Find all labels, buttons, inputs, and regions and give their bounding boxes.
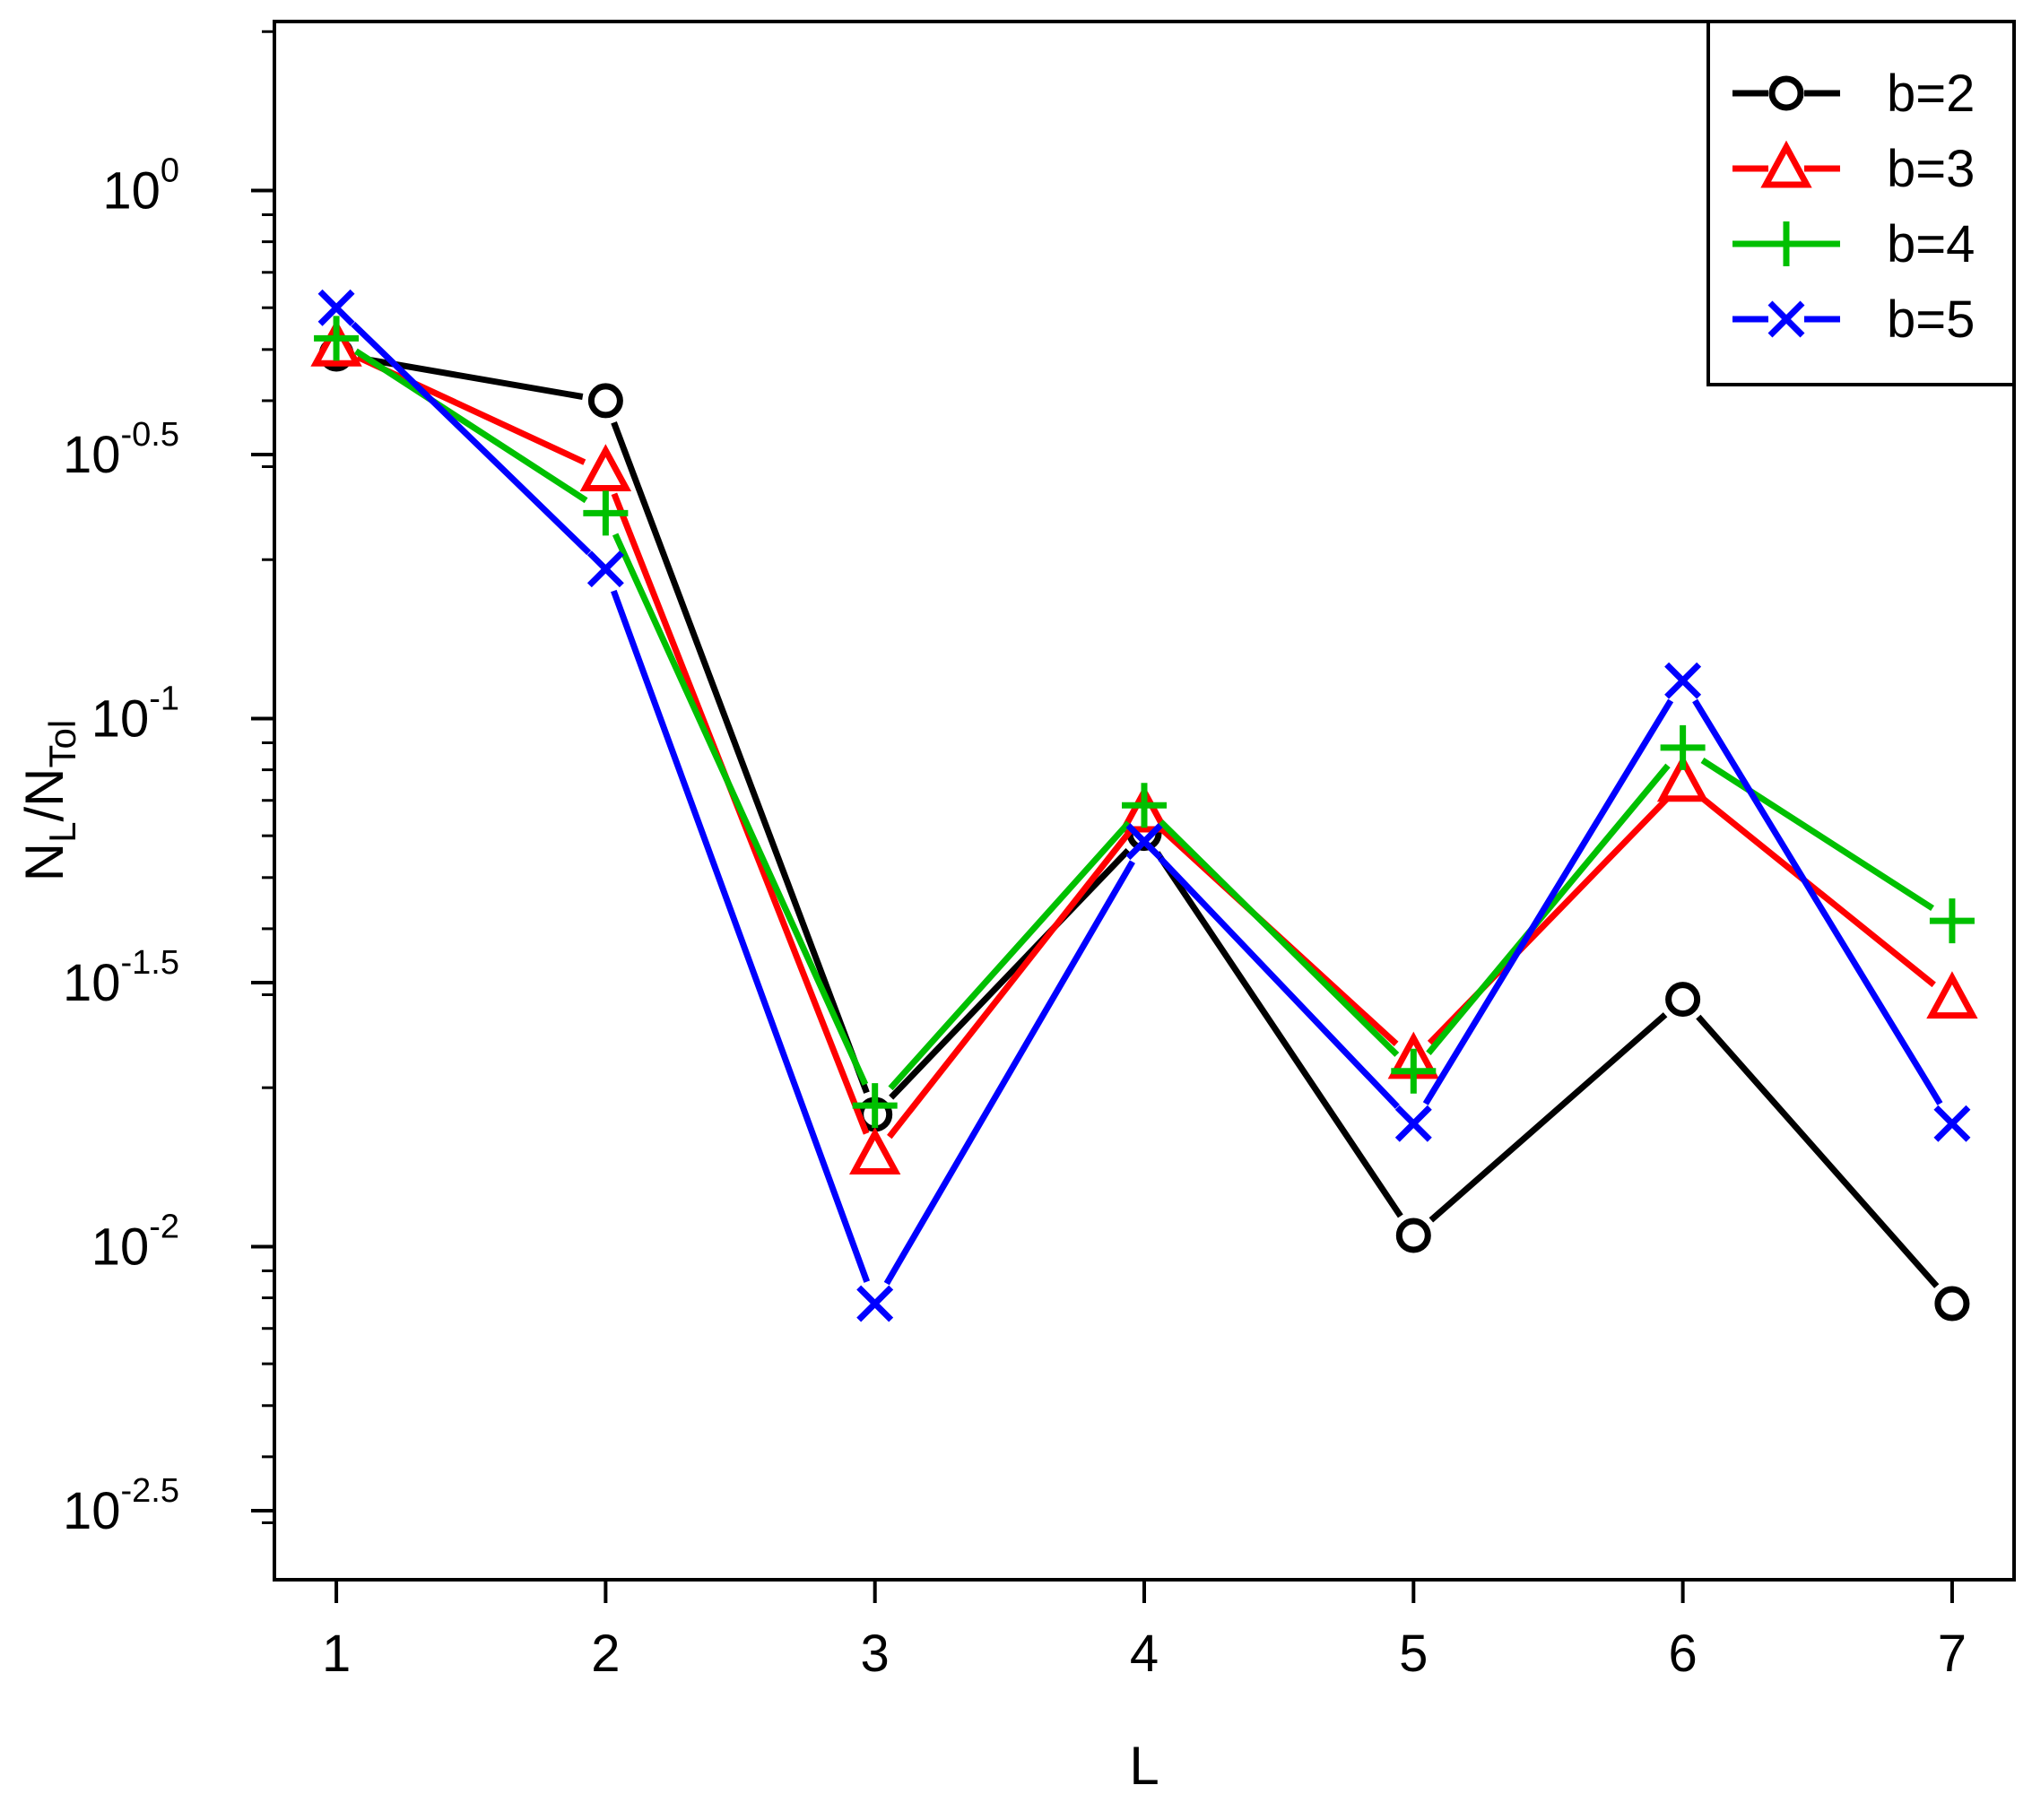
data-point bbox=[856, 1285, 894, 1322]
series-line-segment bbox=[353, 348, 588, 504]
y-tick-label: 10-1.5 bbox=[63, 944, 179, 1012]
data-point bbox=[1125, 823, 1163, 861]
legend: b=2 b=3 b=4 b=5 bbox=[1706, 20, 2016, 386]
data-point bbox=[852, 1083, 898, 1129]
data-point bbox=[1122, 783, 1167, 828]
data-point bbox=[849, 1127, 901, 1174]
data-point bbox=[314, 316, 360, 361]
series-line-segment bbox=[1422, 698, 1674, 1105]
y-tick-label: 10-2 bbox=[91, 1208, 179, 1276]
x-tick-label: 6 bbox=[1668, 1625, 1697, 1683]
x-axis: 1 2 3 4 5 6 7 bbox=[322, 1580, 1967, 1683]
legend-item: b=4 bbox=[1732, 215, 1975, 273]
data-point bbox=[586, 550, 624, 588]
series-line-segment bbox=[1158, 856, 1400, 1109]
y-tick-exponent: -0.5 bbox=[121, 416, 179, 454]
data-point bbox=[583, 490, 629, 536]
series-line-segment bbox=[351, 321, 592, 556]
series-b=4 bbox=[314, 316, 1975, 1129]
x-tick-label: 7 bbox=[1938, 1625, 1967, 1683]
y-tick-base: 10 bbox=[63, 426, 121, 484]
series-line-segment bbox=[1692, 698, 1943, 1105]
y-tick-base: 10 bbox=[63, 954, 121, 1012]
y-tick-base: 10 bbox=[91, 1218, 150, 1276]
series-line-segment bbox=[611, 421, 870, 1094]
y-tick-label: 10-0.5 bbox=[63, 416, 179, 484]
x-tick-label: 1 bbox=[322, 1625, 351, 1683]
series-line-segment bbox=[889, 847, 1131, 1100]
data-point bbox=[1394, 1105, 1432, 1142]
data-point bbox=[1664, 662, 1702, 699]
data-point bbox=[1656, 754, 1709, 802]
data-point bbox=[1665, 982, 1701, 1018]
legend-items: b=2 b=3 b=4 b=5 bbox=[1732, 65, 1975, 349]
y-tick-exponent: -2 bbox=[149, 1208, 179, 1245]
series-line-segment bbox=[1698, 794, 1936, 988]
y-axis-title: NL/NTol bbox=[14, 720, 83, 881]
data-point bbox=[1929, 898, 1975, 944]
y-tick-exponent: -1 bbox=[149, 680, 179, 718]
series-line-segment bbox=[611, 589, 871, 1283]
data-point bbox=[1660, 724, 1706, 770]
series-line-segment bbox=[1700, 758, 1934, 911]
legend-item: b=2 bbox=[1732, 65, 1975, 123]
series-line-segment bbox=[1426, 763, 1671, 1055]
series-line-segment bbox=[612, 533, 869, 1086]
series-layer bbox=[310, 289, 1978, 1322]
x-axis-title: L bbox=[1129, 1736, 1159, 1796]
data-point bbox=[587, 383, 623, 419]
y-tick-label: 10-1 bbox=[91, 680, 179, 749]
y-tick-base: 10 bbox=[91, 690, 150, 749]
series-line-segment bbox=[1428, 1012, 1668, 1223]
legend-marker-shape bbox=[1767, 300, 1805, 338]
x-tick-label: 2 bbox=[591, 1625, 620, 1683]
legend-box bbox=[1706, 20, 2016, 386]
y-tick-exponent: 0 bbox=[161, 152, 179, 190]
data-point bbox=[1926, 971, 1978, 1019]
y-tick-base: 10 bbox=[63, 1482, 121, 1540]
legend-marker bbox=[1764, 221, 1809, 266]
data-point bbox=[579, 444, 632, 492]
legend-marker bbox=[1767, 298, 1805, 341]
legend-marker-shape bbox=[1764, 221, 1809, 266]
x-tick-label: 3 bbox=[861, 1625, 890, 1683]
series-line-segment bbox=[1159, 819, 1400, 1057]
data-point bbox=[1934, 1286, 1970, 1322]
y-tick-base: 10 bbox=[102, 162, 161, 221]
legend-marker-shape bbox=[1760, 140, 1812, 188]
legend-item: b=5 bbox=[1732, 290, 1975, 349]
y-tick-label: 100 bbox=[102, 152, 179, 221]
legend-label: b=2 bbox=[1887, 65, 1975, 123]
x-tick-label: 5 bbox=[1399, 1625, 1428, 1683]
data-point bbox=[317, 289, 355, 326]
series-line-segment bbox=[888, 820, 1132, 1091]
legend-label: b=3 bbox=[1887, 140, 1975, 198]
series-line-segment bbox=[887, 829, 1133, 1140]
legend-marker bbox=[1768, 72, 1804, 115]
data-point bbox=[1395, 1218, 1431, 1253]
legend-item: b=3 bbox=[1732, 140, 1975, 198]
legend-marker-shape bbox=[1768, 75, 1804, 111]
series-line-segment bbox=[1154, 851, 1403, 1218]
y-tick-label: 10-2.5 bbox=[63, 1472, 179, 1540]
y-tick-exponent: -1.5 bbox=[121, 944, 179, 982]
y-tick-exponent: -2.5 bbox=[121, 1472, 179, 1510]
data-point bbox=[1933, 1105, 1971, 1142]
legend-label: b=5 bbox=[1887, 290, 1975, 349]
legend-label: b=4 bbox=[1887, 215, 1975, 273]
series-line-segment bbox=[883, 860, 1135, 1286]
x-tick-label: 4 bbox=[1130, 1625, 1159, 1683]
series-b=5 bbox=[317, 289, 1971, 1322]
legend-marker bbox=[1760, 140, 1812, 190]
series-line-segment bbox=[1696, 1014, 1940, 1288]
data-point bbox=[1391, 1048, 1437, 1094]
